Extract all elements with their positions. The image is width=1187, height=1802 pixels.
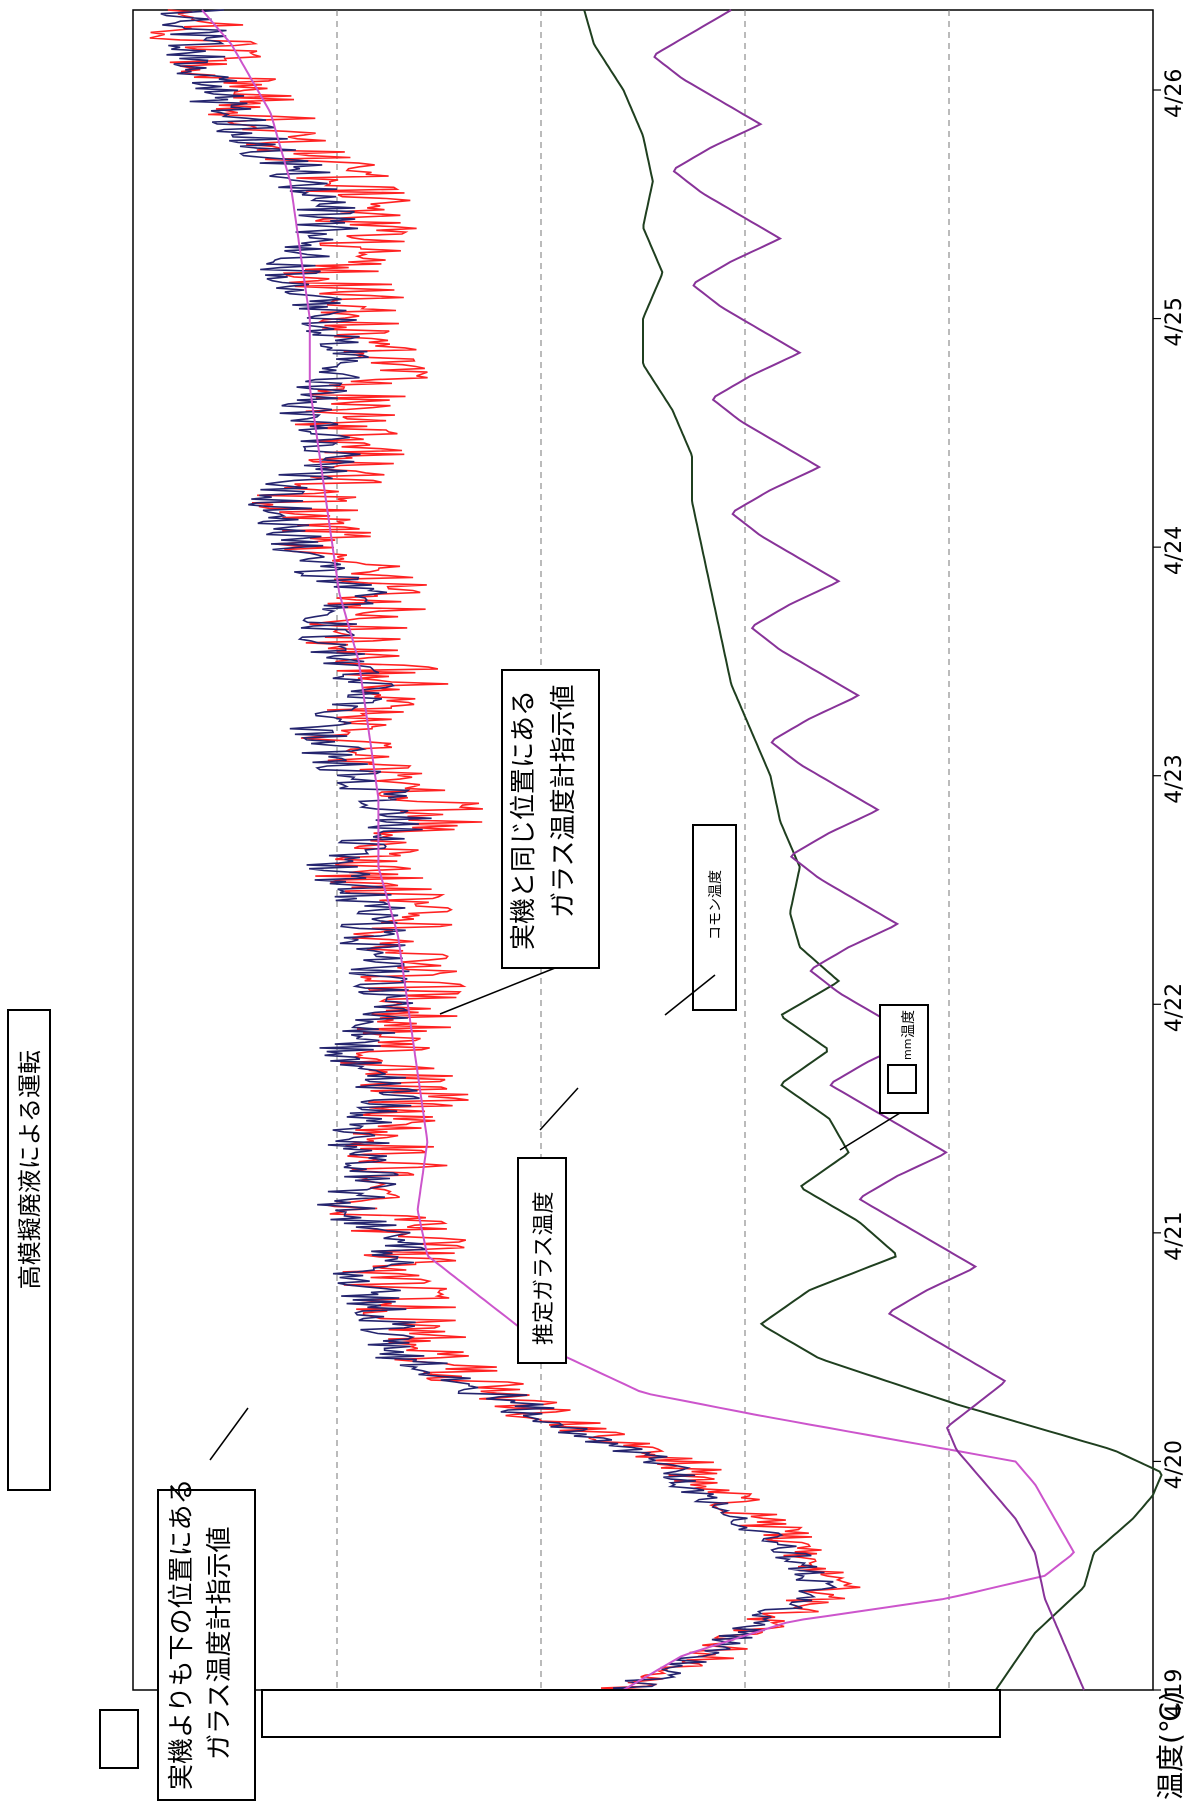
leader-same xyxy=(439,967,556,1015)
series-estimated-line xyxy=(201,9,1076,1691)
y-axis-title: 温度(℃) xyxy=(1154,1691,1187,1800)
x-tick-label: 4/20 xyxy=(1162,1440,1187,1489)
label-box-common xyxy=(692,824,737,1011)
label-same-line1: 実機と同じ位置にある xyxy=(509,690,539,950)
label-lower-line1: 実機よりも下の位置にある xyxy=(167,1479,197,1790)
leader-estimated xyxy=(539,1087,579,1131)
x-tick-label: 4/25 xyxy=(1162,297,1187,346)
label-box-same xyxy=(501,669,600,969)
x-tick-label: 4/21 xyxy=(1162,1211,1187,1260)
leader-room xyxy=(839,1112,901,1151)
x-tick-labels: 4/19 4/20 4/21 4/22 4/23 4/24 4/25 4/26 xyxy=(1153,69,1187,1718)
gridlines xyxy=(336,10,950,1690)
label-box-lower xyxy=(157,1489,256,1801)
label-box-room xyxy=(879,1004,929,1114)
label-room-unit: mm xyxy=(901,1039,914,1060)
x-tick-label: 4/22 xyxy=(1162,983,1187,1032)
label-room-swatch xyxy=(887,1064,917,1094)
x-tick-label: 4/23 xyxy=(1162,754,1187,803)
legend-swatch-box xyxy=(99,1709,139,1769)
plot-area xyxy=(132,9,1154,1691)
leader-common xyxy=(664,974,716,1016)
label-room-text: 温度 xyxy=(901,1010,917,1038)
label-box-estimated xyxy=(517,1157,567,1364)
x-tick-label: 4/24 xyxy=(1162,526,1187,575)
series-room-line xyxy=(653,9,1085,1691)
x-tick-label: 4/19 xyxy=(1162,1669,1187,1718)
label-lower-line2: ガラス温度計指示値 xyxy=(205,1527,235,1760)
x-tick-label: 4/26 xyxy=(1162,69,1187,118)
series-same-line xyxy=(160,9,838,1691)
axis-value-box xyxy=(261,1689,1001,1738)
leader-lower xyxy=(209,1407,249,1461)
label-common: コモン温度 xyxy=(708,870,724,940)
series-lower-line xyxy=(149,9,861,1691)
label-same-line2: ガラス温度計指示値 xyxy=(549,685,579,918)
series-common-line xyxy=(583,9,1163,1691)
series-layer xyxy=(149,9,1163,1691)
title-box xyxy=(7,1009,51,1491)
chart-title: 高模擬廃液による運転 xyxy=(16,1050,44,1289)
label-estimated: 推定ガラス温度 xyxy=(532,1191,557,1345)
